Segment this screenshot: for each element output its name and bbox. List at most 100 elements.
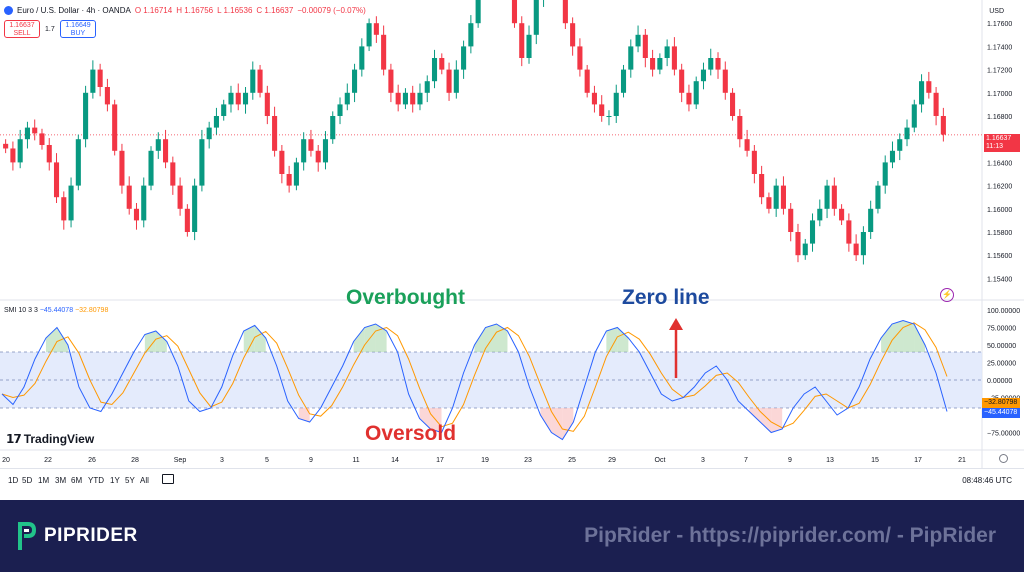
candle-body [126, 185, 132, 209]
lightning-icon[interactable]: ⚡ [940, 288, 954, 302]
candle-body [32, 127, 38, 134]
candle-body [519, 23, 525, 58]
candle-body [424, 81, 430, 93]
tradingview-logo[interactable]: 𝟭𝟳 TradingView [6, 432, 94, 446]
tradingview-logo-icon: 𝟭𝟳 [6, 432, 22, 446]
timeframe-3m[interactable]: 3M [55, 476, 67, 485]
candle-body [584, 69, 590, 93]
candle-body [766, 197, 772, 209]
candle-body [53, 162, 60, 198]
close-value: C 1.16637 [256, 6, 294, 15]
change-value: −0.00079 (−0.07%) [297, 6, 366, 15]
candle-body [664, 46, 670, 58]
oversold-fill [749, 408, 761, 422]
candle-body [177, 185, 183, 209]
candle-body [846, 220, 852, 244]
price-tick-label: 1.17000 [987, 91, 1012, 98]
price-tick-label: 1.17600 [987, 21, 1012, 28]
symbol-legend[interactable]: Euro / U.S. Dollar · 4h · OANDA O 1.1671… [4, 6, 366, 15]
candle-body [744, 139, 750, 151]
candle-body [213, 116, 219, 128]
candle-body [693, 81, 699, 105]
overbought-fill [243, 325, 255, 352]
tradingview-logo-text: TradingView [23, 432, 95, 446]
indicator-value-2: −32.80798 [75, 307, 109, 314]
utc-clock[interactable]: 08:48:46 UTC [962, 476, 1012, 485]
candle-body [279, 150, 285, 174]
candle-body [250, 69, 256, 93]
price-tick-label: 1.15800 [987, 230, 1012, 237]
timeframe-1m[interactable]: 1M [38, 476, 50, 485]
candle-body [635, 34, 641, 47]
timeframe-5y[interactable]: 5Y [125, 476, 135, 485]
timeframe-1d[interactable]: 1D [8, 476, 19, 485]
candle-body [788, 208, 794, 232]
buy-price: 1.16649 [65, 22, 91, 29]
candle-body [853, 243, 859, 256]
candle-body [606, 116, 612, 117]
candle-body [860, 232, 866, 256]
timeframe-6m[interactable]: 6M [71, 476, 83, 485]
timeframe-5d[interactable]: 5D [22, 476, 33, 485]
overbought-fill [353, 327, 365, 352]
candle-body [642, 34, 648, 58]
oversold-fill [771, 408, 783, 433]
overbought-fill [485, 324, 497, 352]
candle-body [730, 92, 736, 116]
indicator-name: SMI 10 3 3 [4, 307, 38, 314]
overbought-fill [155, 331, 167, 352]
candle-body [868, 208, 874, 232]
buy-button[interactable]: 1.16649 BUY [60, 20, 96, 38]
candle-body [257, 69, 263, 93]
zero-line-annotation: Zero line [622, 286, 710, 309]
symbol-title[interactable]: Euro / U.S. Dollar · 4h · OANDA [17, 6, 131, 15]
chart-area[interactable]: 1.17600 1.17400 1.17200 1.17000 1.16800 1.166… [0, 0, 1024, 500]
gear-icon[interactable] [999, 454, 1008, 463]
candle-body [112, 104, 118, 151]
candle-body [715, 58, 721, 70]
price-tick-label: 1.15600 [987, 253, 1012, 260]
overbought-fill [45, 327, 57, 352]
sell-label: SELL [13, 30, 31, 37]
indicator-tick-label: 0.00000 [987, 378, 1012, 385]
overbought-fill [474, 327, 486, 352]
candle-body [75, 139, 81, 186]
indicator-value-1: −45.44078 [39, 307, 74, 314]
candle-body [831, 185, 837, 209]
candle-body [722, 69, 728, 93]
candle-body [395, 92, 401, 105]
date-range-icon[interactable] [162, 474, 174, 484]
candle-body [940, 116, 946, 135]
candle-body [700, 69, 707, 82]
indicator-tick-label: 50.00000 [987, 343, 1016, 350]
candle-body [461, 46, 467, 70]
indicator-tick-label: 100.00000 [987, 308, 1020, 315]
low-value: L 1.16536 [217, 6, 253, 15]
candle-body [679, 69, 685, 93]
candle-body [352, 69, 358, 93]
time-tick-label: 9 [309, 457, 313, 464]
timeframe-ytd[interactable]: YTD [88, 476, 104, 485]
candle-body [24, 127, 30, 140]
candle-body [235, 92, 241, 105]
candle-body [759, 174, 765, 198]
chart-canvas[interactable]: 1.17600 1.17400 1.17200 1.17000 1.16800 1.166… [0, 0, 1024, 500]
indicator-legend[interactable]: SMI 10 3 3 −45.44078 −32.80798 [4, 307, 108, 314]
price-tick-label: 1.16200 [987, 184, 1012, 191]
candle-body [184, 208, 190, 232]
timeframe-all[interactable]: All [140, 476, 149, 485]
candle-body [3, 143, 9, 149]
time-tick-label: 23 [524, 457, 532, 464]
time-tick-label: 13 [826, 457, 834, 464]
price-tick-label: 1.16800 [987, 114, 1012, 121]
oversold-fill [551, 408, 563, 440]
candle-body [882, 162, 888, 186]
price-tick-label: 1.17400 [987, 44, 1012, 51]
timeframe-1y[interactable]: 1Y [110, 476, 120, 485]
time-tick-label: 5 [265, 457, 269, 464]
candle-body [577, 46, 583, 70]
candle-body [119, 150, 125, 186]
currency-label[interactable]: USD [989, 8, 1004, 15]
high-value: H 1.16756 [176, 6, 214, 15]
sell-button[interactable]: 1.16637 SELL [4, 20, 40, 38]
